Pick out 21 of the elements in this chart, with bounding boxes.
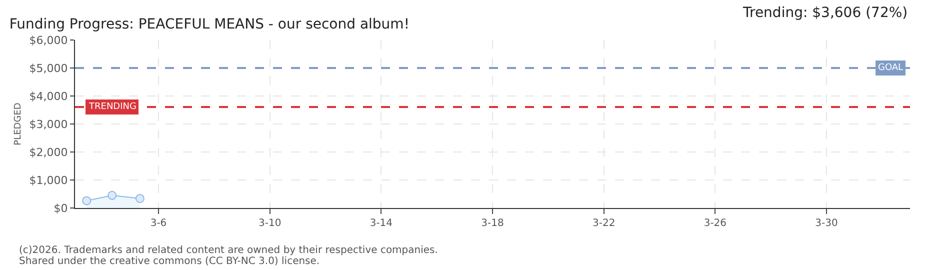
x-tick-label: 3-30 [815,218,838,229]
ref-line-label: GOAL [878,63,904,73]
text: Trending: $3,606 (72%) [742,5,908,21]
x-tick-label: 3-6 [150,218,167,229]
y-tick-label: $4,000 [29,90,68,103]
y-tick-label: $1,000 [29,174,68,187]
x-tick-label: 3-26 [704,218,727,229]
ref-line-label: TRENDING [88,102,136,112]
y-tick-label: $3,000 [29,118,68,131]
text: Shared under the creative commons (CC BY-NC 3.0) license. [19,256,320,267]
x-tick-label: 3-14 [370,218,393,229]
y-tick-label: $0 [54,202,68,215]
chart-title: Funding Progress: PEACEFUL MEANS - our second album! [9,16,410,33]
y-tick-label: $6,000 [29,34,68,47]
y-tick-label: $2,000 [29,146,68,159]
x-tick-label: 3-10 [258,218,282,229]
x-tick-label: 3-18 [481,218,504,229]
y-axis-title: PLEDGED [14,102,24,146]
text: (c)2026. Trademarks and related content are owned by their respective companies. [19,245,438,256]
y-tick-label: $5,000 [29,62,68,75]
x-tick-label: 3-22 [592,218,616,229]
